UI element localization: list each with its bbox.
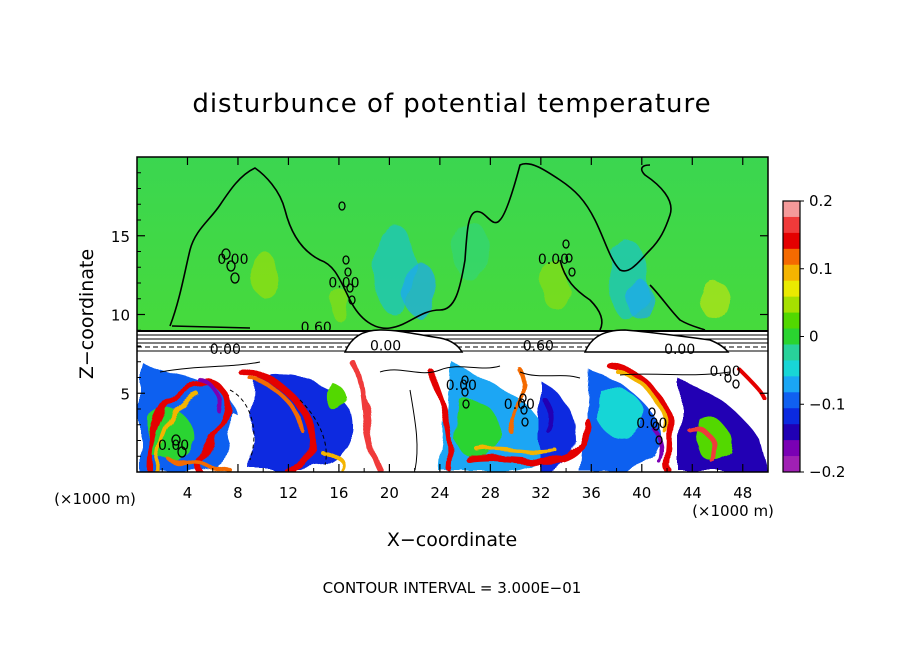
x-tick-label: 32 [531,484,550,502]
colorbar-segment [783,248,800,266]
y-tick-label: 5 [120,385,130,403]
contour-label: 0.00 [446,378,477,394]
contour-interval-note: CONTOUR INTERVAL = 3.000E−01 [323,579,582,597]
lower-contours [159,361,731,471]
contour-label: 0.00 [217,252,248,268]
colorbar: 0.2 0.1 0 −0.1 −0.2 [782,192,845,481]
x-tick-label: 24 [430,484,449,502]
colorbar-segment [783,280,800,298]
contour-label: 0.00 [370,339,401,355]
colorbar-segment [783,216,800,234]
colorbar-segment [783,408,800,425]
contour-label: 0.60 [523,339,554,355]
colorbar-tick-label: 0.1 [809,260,833,278]
contour-label: 0.00 [538,252,569,268]
y-tick-label: 15 [111,228,130,246]
colorbar-segment [783,456,800,473]
upper-anomalies [251,220,729,321]
colorbar-segment [783,296,800,314]
turbulent-layer [140,360,768,472]
contour-label: 0.00 [158,438,189,454]
y-tick-label: 10 [111,307,130,325]
colorbar-tick-label: −0.1 [809,395,845,413]
colorbar-segment [783,392,800,409]
contour-label: 0.00 [664,342,695,358]
x-tick-label: 36 [582,484,601,502]
contour-label: 0.00 [710,364,741,380]
y-unit-label: (×1000 m) [54,490,136,508]
chart-title: disturbunce of potential temperature [192,89,711,119]
colorbar-segment [783,201,800,218]
contour-label-layer: 0.60 0.00 0.00 0.60 0.00 0.00 0.00 0.00 0.00 0.00… [158,252,741,454]
x-tick-label: 48 [733,484,752,502]
x-unit-label: (×1000 m) [692,502,774,520]
contour-label: 0.00 [636,416,667,432]
y-axis-label: Z−coordinate [76,249,98,379]
x-tick-label: 44 [683,484,702,502]
colorbar-segment [783,360,800,377]
colorbar-segment [783,376,800,393]
colorbar-tick-label: 0.2 [809,192,833,210]
y-axis: 5 10 15 [111,172,768,457]
colorbar-segment [783,232,800,250]
x-axis-label: X−coordinate [387,529,517,551]
contour-label: 0.60 [301,320,332,336]
wave-crests [343,329,730,353]
contour-label: 0.00 [504,397,535,413]
contour-label: 0.00 [210,342,241,358]
colorbar-segment [783,328,800,345]
colorbar-segment [783,440,800,457]
colorbar-segment [783,344,800,361]
colorbar-segment [783,312,800,330]
x-tick-label: 8 [233,484,243,502]
colorbar-segment [783,424,800,441]
x-axis: 4 8 12 16 20 24 28 32 36 40 44 48 [161,157,752,502]
colorbar-tick-label: 0 [809,328,819,346]
x-tick-label: 16 [329,484,348,502]
colorbar-tick-label: −0.2 [809,463,845,481]
contour-label: 0.00 [328,276,359,292]
contour-lines [169,162,706,331]
x-tick-label: 20 [380,484,399,502]
x-tick-label: 40 [632,484,651,502]
x-tick-label: 4 [183,484,193,502]
colorbar-segment [783,264,800,282]
contour-ovals [171,201,740,458]
x-tick-label: 12 [279,484,298,502]
x-tick-label: 28 [481,484,500,502]
plot-area: 0.60 0.00 0.00 0.60 0.00 0.00 0.00 0.00 0.00 0.00… [137,157,768,472]
